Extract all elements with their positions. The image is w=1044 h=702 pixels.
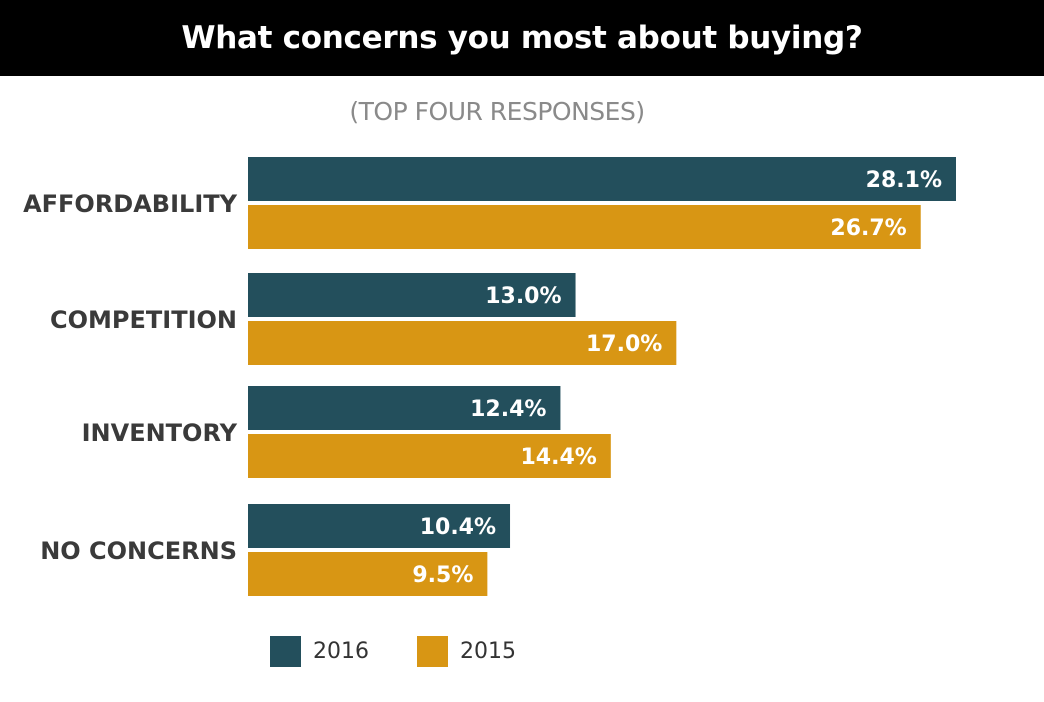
category-label-affordability: AFFORDABILITY (23, 190, 238, 218)
bar-inventory-2015 (248, 434, 611, 478)
bar-affordability-2015 (248, 205, 921, 249)
data-label-affordability-2016: 28.1% (866, 168, 942, 193)
legend-label-2016: 2016 (313, 639, 369, 664)
bar-competition-2016 (248, 273, 576, 317)
bar-competition-2015 (248, 321, 677, 365)
data-label-inventory-2016: 12.4% (470, 397, 546, 422)
data-label-affordability-2015: 26.7% (830, 216, 906, 241)
bar-inventory-2016 (248, 386, 561, 430)
legend-item-2015: 2015 (417, 636, 516, 667)
bar-no-concerns-2016 (248, 504, 511, 548)
data-label-no-concerns-2015: 9.5% (412, 563, 473, 588)
data-label-competition-2016: 13.0% (485, 284, 561, 309)
legend: 2016 2015 (270, 636, 516, 667)
data-label-no-concerns-2016: 10.4% (420, 515, 496, 540)
chart-title: What concerns you most about buying? (0, 0, 1044, 76)
legend-swatch-2015 (417, 636, 448, 667)
data-label-competition-2015: 17.0% (586, 332, 662, 357)
bar-affordability-2016 (248, 157, 956, 201)
category-label-inventory: INVENTORY (82, 419, 238, 447)
legend-item-2016: 2016 (270, 636, 369, 667)
category-label-competition: COMPETITION (50, 306, 237, 334)
category-label-no-concerns: NO CONCERNS (40, 537, 237, 565)
bar-no-concerns-2015 (248, 552, 488, 596)
data-label-inventory-2015: 14.4% (520, 445, 596, 470)
chart-subtitle: (TOP FOUR RESPONSES) (349, 97, 645, 126)
legend-label-2015: 2015 (460, 639, 516, 664)
legend-swatch-2016 (270, 636, 301, 667)
